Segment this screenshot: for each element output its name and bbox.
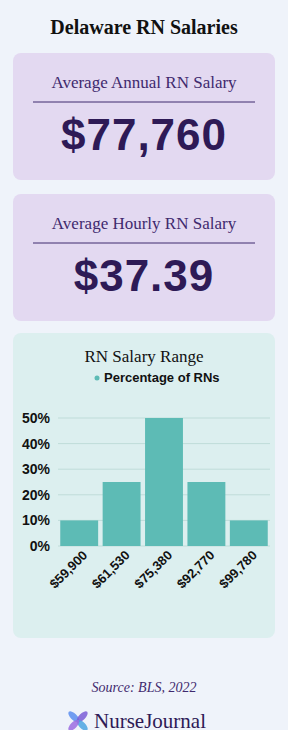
background (0, 0, 288, 730)
logo-icon (67, 710, 90, 730)
x-tick-label: $59,900 (46, 548, 90, 592)
source: Source: BLS, 2022 (92, 680, 197, 695)
page: Delaware RN Salaries Average Annual RN Sa… (0, 0, 288, 730)
stat-value: $37.39 (74, 251, 215, 300)
x-tick-label: $92,770 (174, 548, 218, 592)
bar (230, 520, 268, 546)
y-tick-label: 30% (22, 461, 51, 477)
stat-card (13, 194, 275, 321)
x-tick-label: $61,530 (89, 548, 133, 592)
x-axis: $59,900$61,530$75,380$92,770$99,780 (46, 548, 259, 592)
logo-petal (67, 718, 81, 730)
stat-card (13, 53, 275, 180)
infographic: Delaware RN Salaries Average Annual RN Sa… (0, 0, 288, 730)
bar (103, 482, 141, 546)
legend: Percentage of RNs (95, 370, 220, 385)
y-tick-label: 40% (22, 436, 51, 452)
chart-title: RN Salary Range (85, 347, 204, 366)
y-tick-label: 10% (22, 512, 51, 528)
stat-rule (33, 243, 255, 244)
bar (145, 418, 183, 546)
legend-swatch (95, 376, 100, 381)
bar (60, 520, 98, 546)
y-tick-label: 20% (22, 487, 51, 503)
chart-card (13, 333, 275, 638)
x-tick-label: $75,380 (131, 548, 175, 592)
stat-value: $77,760 (61, 110, 227, 159)
bars (60, 418, 268, 546)
page-title: Delaware RN Salaries (50, 16, 238, 38)
bar (187, 482, 225, 546)
stat-label: Average Annual RN Salary (51, 73, 237, 92)
y-tick-label: 0% (30, 538, 51, 554)
y-axis: 0% 10% 20% 30% 40% 50% (22, 410, 270, 554)
stat-rule (33, 102, 255, 103)
legend-label: Percentage of RNs (104, 370, 220, 385)
x-tick-label: $99,780 (216, 548, 260, 592)
brand: NurseJournal (94, 709, 206, 730)
stat-label: Average Hourly RN Salary (52, 214, 237, 233)
y-tick-label: 50% (22, 410, 51, 426)
